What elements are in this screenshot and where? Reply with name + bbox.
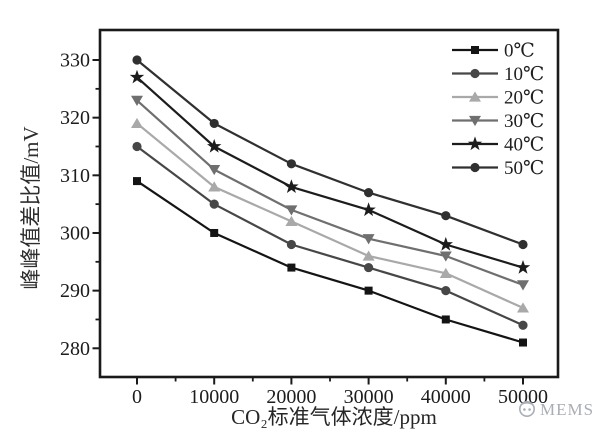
data-point-circle bbox=[132, 141, 142, 152]
data-point-circle bbox=[470, 162, 480, 173]
data-point-triangle-down bbox=[469, 115, 481, 127]
y-axis-title: 峰峰值差比值/mV bbox=[19, 126, 43, 289]
data-point-square bbox=[441, 315, 450, 324]
data-point-square bbox=[287, 263, 296, 272]
series-line-10℃ bbox=[135, 145, 525, 327]
data-point-star bbox=[515, 260, 531, 274]
data-point-star bbox=[207, 138, 222, 153]
data-point-triangle-up bbox=[517, 302, 529, 313]
data-point-circle bbox=[518, 239, 528, 250]
data-point-circle bbox=[470, 68, 480, 79]
series-line-20℃ bbox=[135, 122, 525, 309]
legend: 0℃10℃ 20℃30℃ 40℃50℃ bbox=[452, 41, 544, 179]
legend-label: 20℃ bbox=[504, 88, 544, 109]
x-tick-label: 30000 bbox=[344, 386, 394, 408]
data-point-star bbox=[438, 236, 453, 251]
data-point-triangle-up bbox=[285, 215, 298, 227]
data-point-circle bbox=[518, 320, 528, 330]
series-line-50℃ bbox=[135, 58, 525, 246]
y-tick-label: 300 bbox=[60, 222, 90, 244]
series-line-30℃ bbox=[135, 99, 525, 286]
data-point-triangle-up bbox=[469, 91, 481, 102]
data-point-triangle-up bbox=[362, 250, 375, 261]
legend-label: 10℃ bbox=[504, 64, 544, 85]
data-point-square bbox=[133, 177, 141, 186]
data-point-triangle-down bbox=[362, 234, 375, 245]
legend-row: 10℃ bbox=[452, 64, 544, 85]
data-point-circle bbox=[209, 118, 219, 129]
data-point-triangle-up bbox=[439, 267, 452, 278]
data-point-star bbox=[467, 136, 483, 151]
legend-label: 30℃ bbox=[504, 111, 544, 132]
series-line-40℃ bbox=[135, 76, 525, 269]
x-axis-title: CO₂标准气体浓度/ppm bbox=[231, 405, 437, 429]
plot-frame bbox=[98, 28, 560, 379]
data-point-triangle-up bbox=[131, 117, 143, 129]
y-tick-label: 320 bbox=[60, 107, 90, 129]
legend-row: 30℃ bbox=[452, 111, 544, 132]
watermark-text: MEMS bbox=[540, 400, 594, 419]
series-layer bbox=[129, 55, 531, 347]
data-point-triangle-down bbox=[517, 280, 529, 291]
data-point-star bbox=[284, 179, 299, 193]
y-tick-label: 290 bbox=[60, 280, 90, 302]
data-point-triangle-up bbox=[208, 181, 221, 192]
data-point-circle bbox=[286, 239, 296, 250]
legend-label: 0℃ bbox=[504, 41, 535, 62]
legend-label: 50℃ bbox=[504, 158, 544, 179]
x-tick-label: 20000 bbox=[266, 386, 316, 408]
legend-label: 40℃ bbox=[504, 135, 544, 156]
y-tick-label: 310 bbox=[60, 165, 90, 187]
x-tick-label: 50000 bbox=[498, 386, 548, 408]
watermark: MEMS bbox=[518, 400, 594, 419]
data-point-circle bbox=[441, 286, 451, 296]
data-point-circle bbox=[364, 188, 374, 198]
data-point-circle bbox=[209, 199, 219, 209]
data-point-triangle-down bbox=[285, 205, 298, 216]
globe-icon bbox=[518, 400, 535, 417]
series-line-0℃ bbox=[135, 180, 525, 344]
axes-layer: 0 10000 20000 30000 40000 50000 280 290 300 310 32… bbox=[60, 50, 548, 409]
data-point-circle bbox=[441, 211, 451, 221]
legend-row: 40℃ bbox=[452, 135, 544, 156]
data-point-triangle-down bbox=[208, 164, 221, 176]
y-tick-label: 280 bbox=[60, 338, 90, 360]
data-point-circle bbox=[286, 159, 296, 169]
data-point-square bbox=[519, 338, 527, 347]
legend-row: 50℃ bbox=[452, 158, 544, 179]
x-tick-label: 10000 bbox=[189, 386, 239, 408]
data-point-square bbox=[210, 228, 219, 237]
data-point-circle bbox=[364, 262, 374, 273]
data-point-circle bbox=[132, 55, 142, 65]
y-tick-label: 330 bbox=[60, 50, 90, 72]
data-point-triangle-down bbox=[131, 95, 143, 106]
data-point-star bbox=[129, 69, 145, 84]
x-tick-label: 0 bbox=[132, 386, 142, 408]
data-point-square bbox=[364, 286, 373, 295]
data-point-square bbox=[471, 46, 479, 54]
x-tick-label: 40000 bbox=[421, 386, 471, 408]
legend-row: 0℃ bbox=[452, 41, 535, 62]
data-point-star bbox=[361, 202, 376, 217]
legend-row: 20℃ bbox=[452, 88, 544, 109]
data-point-triangle-down bbox=[439, 251, 452, 262]
